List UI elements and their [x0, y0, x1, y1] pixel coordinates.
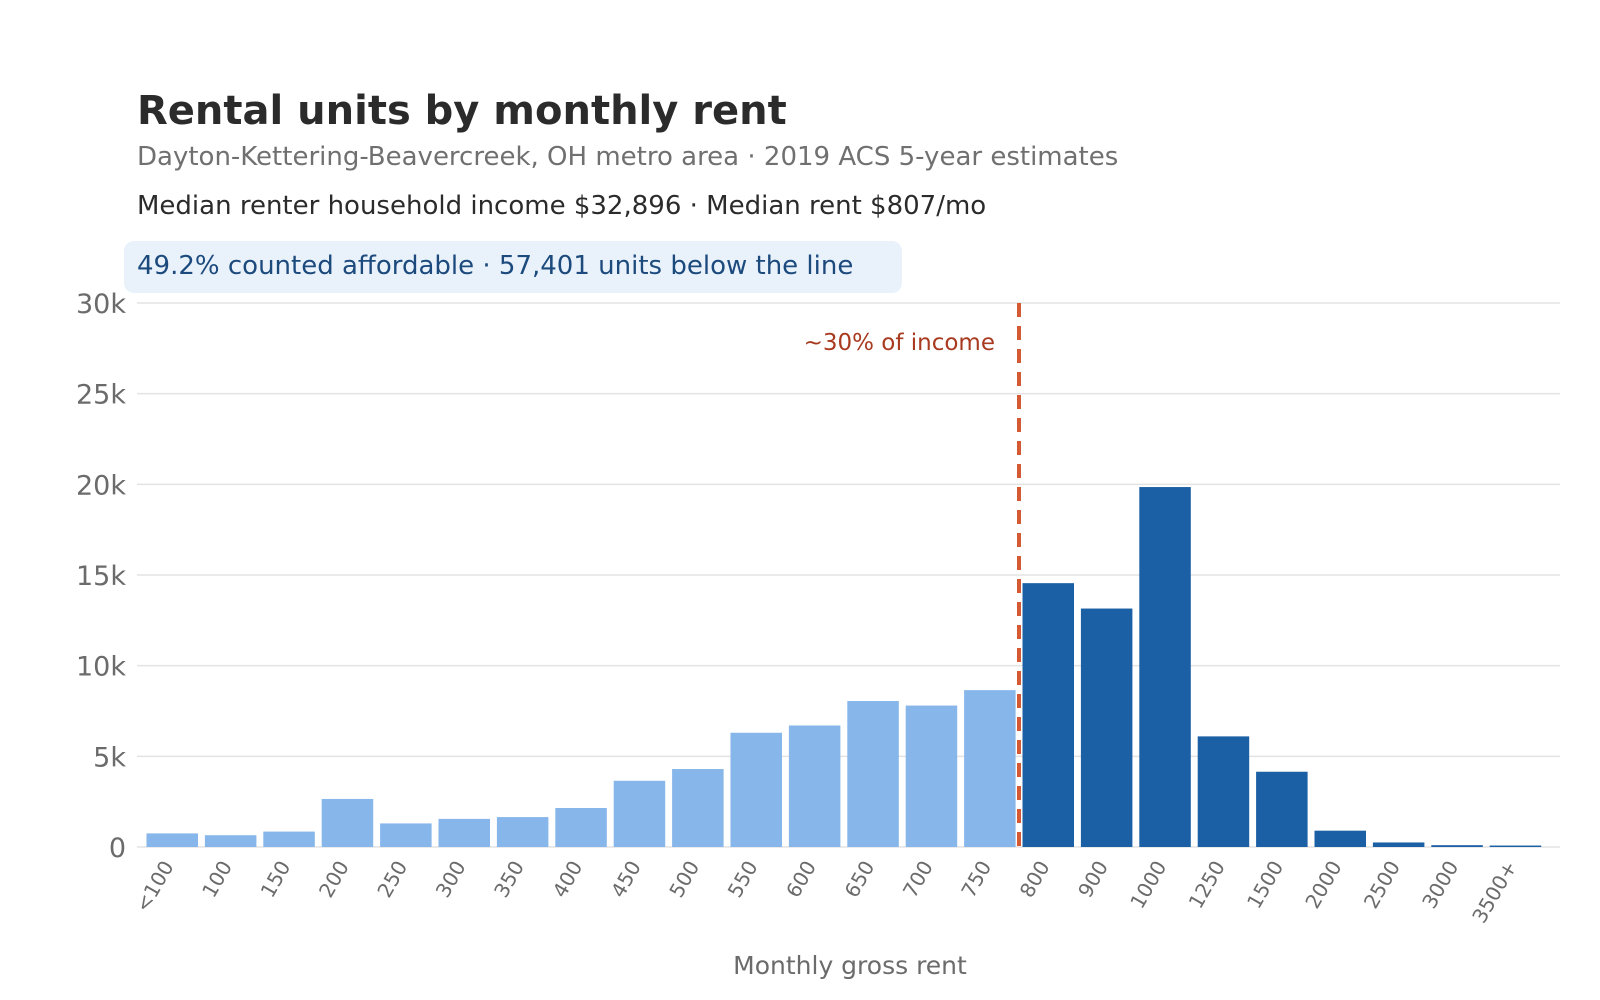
- x-axis-label: Monthly gross rent: [733, 951, 967, 980]
- x-tick-label: 800: [1015, 857, 1055, 902]
- x-tick-label: 150: [256, 857, 296, 902]
- threshold-label: ~30% of income: [804, 330, 995, 356]
- median-stats: Median renter household income $32,896 ·…: [137, 191, 987, 221]
- x-tick-label: 3500+: [1467, 857, 1522, 928]
- bar-550: [730, 732, 782, 847]
- chart-subtitle: Dayton-Kettering-Beavercreek, OH metro a…: [137, 142, 1119, 172]
- x-tick-label: 1500: [1242, 857, 1288, 913]
- bar-500: [672, 769, 724, 847]
- x-tick-label: 750: [956, 857, 996, 902]
- x-tick-label: 700: [898, 857, 938, 902]
- x-tick-label: <100: [130, 857, 178, 917]
- y-tick-label: 25k: [76, 380, 126, 411]
- x-tick-label: 1250: [1184, 857, 1230, 913]
- x-tick-label: 200: [314, 857, 354, 902]
- y-tick-label: 5k: [93, 742, 126, 773]
- y-tick-label: 10k: [76, 652, 126, 683]
- x-tick-label: 2500: [1359, 857, 1405, 913]
- chart-title: Rental units by monthly rent: [137, 88, 787, 134]
- bar-2500: [1372, 842, 1425, 847]
- x-tick-label: 400: [548, 857, 588, 902]
- bar-100: [204, 835, 257, 847]
- x-tick-label: 550: [723, 857, 763, 902]
- y-tick-label: 15k: [76, 561, 126, 592]
- x-tick-label: 250: [372, 857, 412, 902]
- x-tick-label: 450: [606, 857, 646, 902]
- bar-300: [438, 818, 490, 847]
- x-tick-label: 3000: [1417, 857, 1463, 913]
- bar-2000: [1314, 830, 1366, 847]
- bar-450: [613, 780, 666, 847]
- affordable-summary-badge: 49.2% counted affordable · 57,401 units …: [124, 241, 902, 293]
- bar-1250: [1197, 736, 1250, 847]
- x-tick-label: 100: [197, 857, 237, 902]
- bar-250: [380, 823, 432, 847]
- bar-650: [847, 701, 899, 847]
- x-axis: <100 100 150 200 250 300 350 400 450 500 550 600 650…: [130, 857, 1521, 928]
- bar-1000: [1139, 487, 1191, 847]
- x-tick-label: 1000: [1125, 857, 1171, 913]
- bar-350: [496, 817, 549, 847]
- x-tick-label: 500: [664, 857, 704, 902]
- bar-800: [1022, 583, 1074, 847]
- y-axis: 0 5k 10k 15k 20k 25k 30k: [76, 289, 126, 864]
- x-tick-label: 2000: [1300, 857, 1346, 913]
- bar-900: [1080, 608, 1133, 847]
- bar-700: [905, 705, 958, 847]
- x-tick-label: 350: [489, 857, 529, 902]
- bar-3000: [1431, 845, 1483, 847]
- bar-<100: [146, 833, 198, 847]
- x-tick-label: 300: [431, 857, 471, 902]
- bar-750: [964, 690, 1016, 847]
- bar-200: [321, 798, 374, 847]
- bar-150: [263, 831, 315, 847]
- y-tick-label: 0: [109, 833, 126, 864]
- bars: [146, 487, 1542, 847]
- y-tick-label: 30k: [76, 289, 126, 320]
- bar-600: [788, 725, 841, 847]
- x-tick-label: 900: [1073, 857, 1113, 902]
- bar-400: [555, 808, 607, 847]
- y-tick-label: 20k: [76, 470, 126, 501]
- x-tick-label: 600: [781, 857, 821, 902]
- bar-1500: [1256, 771, 1308, 847]
- bar-3500+: [1489, 845, 1542, 847]
- x-tick-label: 650: [840, 857, 880, 902]
